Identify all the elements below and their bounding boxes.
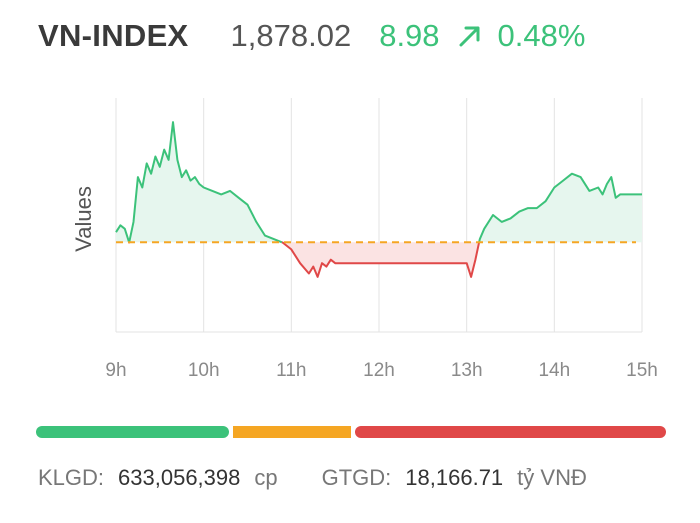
x-tick-13h: 13h: [451, 360, 483, 381]
x-tick-10h: 10h: [188, 360, 220, 381]
volume-unit: cp: [254, 465, 278, 490]
intraday-chart: 9h 10h 11h 12h 13h 14h 15h Values: [71, 98, 658, 381]
x-tick-11h: 11h: [276, 360, 306, 381]
line-up-0: [115, 224, 131, 243]
x-tick-14h: 14h: [538, 360, 570, 381]
index-name: VN-INDEX: [38, 18, 189, 53]
line-up-2: [128, 121, 283, 244]
chart-area-fills: [116, 122, 642, 277]
turnover-label: GTGD:: [321, 465, 392, 490]
index-header: VN-INDEX 1,878.02 8.98 0.48%: [38, 14, 585, 58]
turnover-value: 18,166.71: [405, 465, 504, 490]
area-up-4: [479, 173, 642, 243]
area-up-2: [129, 122, 282, 243]
volume-label: KLGD:: [38, 465, 105, 490]
x-tick-9h: 9h: [105, 360, 126, 381]
arrow-up-right-icon: [459, 26, 480, 47]
line-up-4: [478, 172, 642, 243]
index-change-percent: 0.48%: [497, 18, 586, 53]
y-axis-label: Values: [71, 186, 96, 252]
index-value: 1,878.02: [230, 18, 352, 53]
volume-value: 633,056,398: [118, 465, 241, 490]
x-tick-12h: 12h: [363, 360, 395, 381]
x-tick-labels: 9h 10h 11h 12h 13h 14h 15h: [105, 360, 657, 381]
unchanged-segment: [232, 426, 351, 438]
x-tick-15h: 15h: [626, 360, 658, 381]
index-change: 8.98: [379, 18, 440, 53]
declining-segment: [355, 426, 666, 438]
market-breadth-bar: [36, 426, 666, 438]
area-down-3: [281, 242, 480, 277]
trading-summary: KLGD: 633,056,398 cp GTGD: 18,166.71 tỷ …: [38, 462, 587, 494]
advancing-segment: [36, 426, 229, 438]
line-down-3: [281, 241, 481, 278]
area-up-0: [116, 225, 130, 243]
turnover-unit: tỷ VNĐ: [517, 465, 587, 490]
